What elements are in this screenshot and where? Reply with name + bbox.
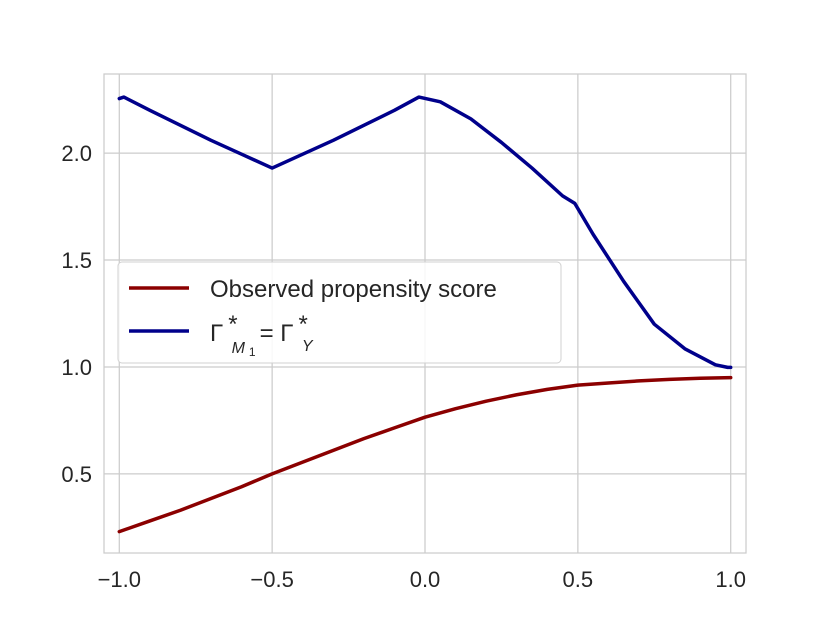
legend: Observed propensity score Γ * M 1 = Γ * … <box>117 261 562 364</box>
gamma-right-sub: Y <box>302 338 314 355</box>
x-tick-label: −1.0 <box>98 567 141 592</box>
y-tick-label: 2.0 <box>61 141 92 166</box>
gamma-left-symbol: Γ <box>210 320 223 347</box>
gamma-left-sub: M <box>232 340 246 357</box>
grid <box>104 74 746 553</box>
tick-layer: −1.0 −0.5 0.0 0.5 1.0 0.5 1.0 1.5 2.0 <box>61 141 746 592</box>
series-line-gamma <box>117 95 733 370</box>
x-tick-label: 0.0 <box>410 567 441 592</box>
gamma-right-symbol: Γ <box>280 320 293 347</box>
series-line-propensity <box>117 375 733 534</box>
y-tick-label: 1.5 <box>61 248 92 273</box>
gamma-equals: = <box>260 320 281 347</box>
y-tick-label: 0.5 <box>61 462 92 487</box>
x-tick-label: 0.5 <box>563 567 594 592</box>
series-layer <box>117 95 733 534</box>
gamma-left-star: * <box>228 311 237 338</box>
x-tick-label: 1.0 <box>715 567 746 592</box>
legend-label-propensity: Observed propensity score <box>210 276 497 303</box>
plot-frame <box>103 73 747 554</box>
x-tick-label: −0.5 <box>250 567 293 592</box>
legend-box <box>117 261 562 364</box>
gamma-left-sub-index: 1 <box>249 345 256 359</box>
gamma-right-star: * <box>298 311 307 338</box>
y-tick-label: 1.0 <box>61 355 92 380</box>
legend-label-gamma: Γ * M 1 = Γ * Y <box>210 311 314 360</box>
